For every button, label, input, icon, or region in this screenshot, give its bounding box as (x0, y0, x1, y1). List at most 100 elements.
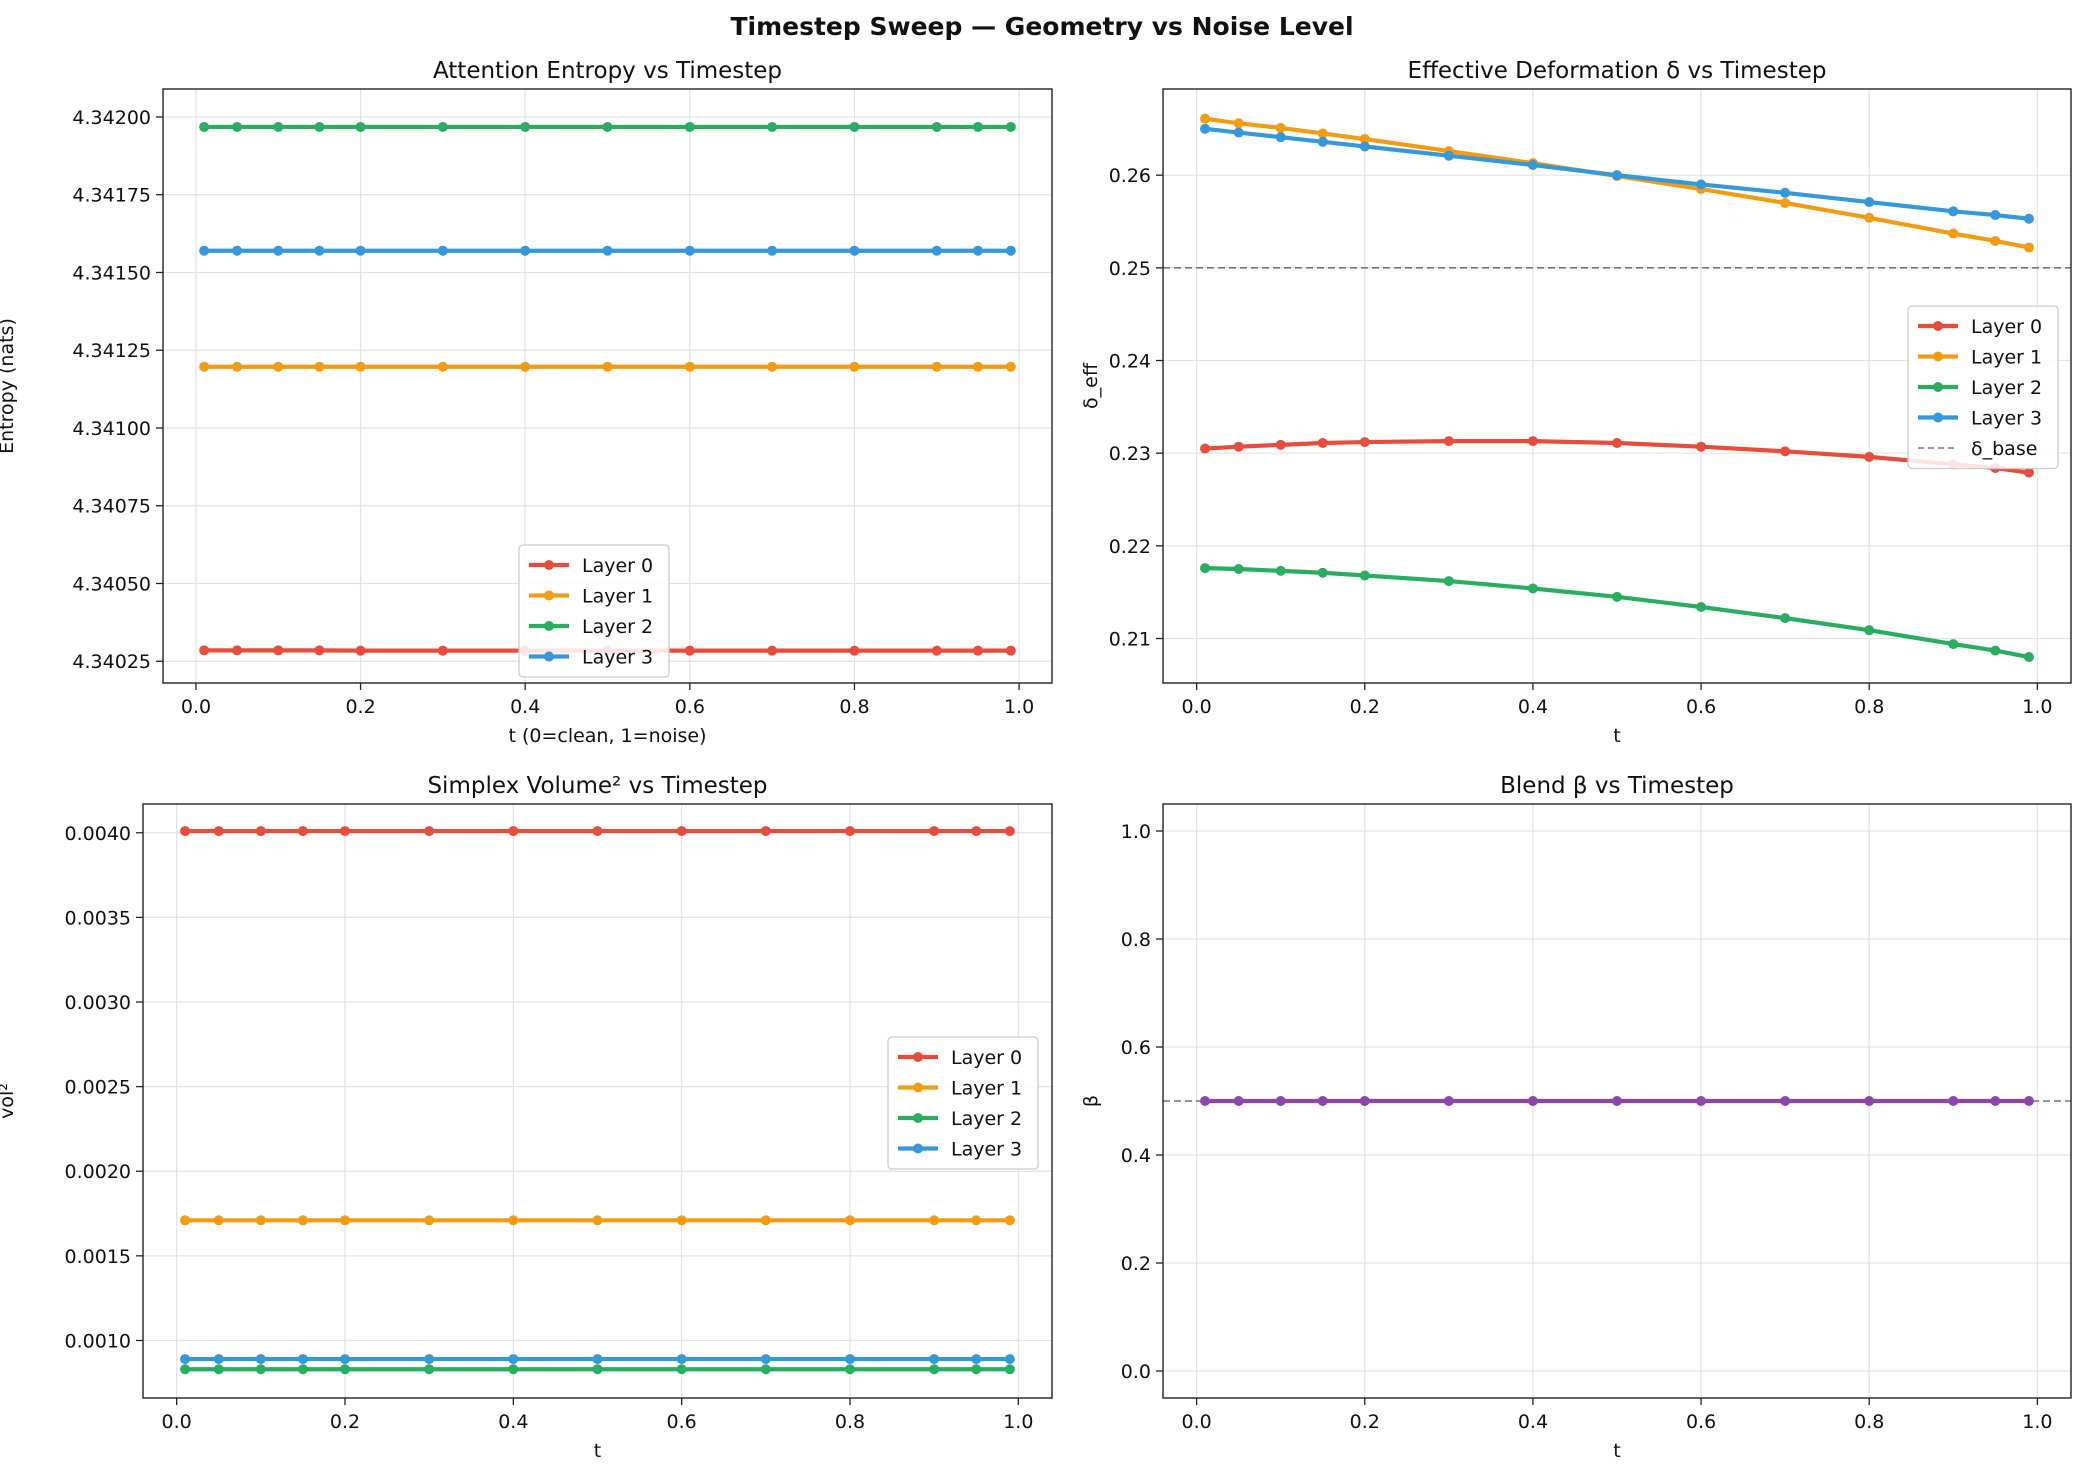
data-point-layer-3 (845, 1354, 855, 1365)
data-point-layer-0 (1359, 437, 1370, 448)
data-point-layer-1 (180, 1215, 191, 1226)
data-point-layer-3 (676, 1354, 687, 1365)
data-point-layer-3 (2023, 213, 2034, 224)
data-point-layer-2 (972, 121, 983, 132)
panel-blend-beta: 0.0 0.2 0.4 0.6 0.8 1.0 0.0 0.2 0.4 0.6 0.8 1.0 Blen… (1080, 773, 2072, 1462)
x-tick-label: 0.4 (498, 1411, 528, 1433)
y-tick-label: 4.34200 (72, 107, 151, 129)
y-tick-label: 4.34125 (72, 340, 151, 362)
x-tick-label: 0.8 (835, 1411, 865, 1433)
x-tick-label: 0.4 (1518, 1411, 1548, 1433)
data-point-layer-0 (1004, 826, 1015, 837)
data-point-layer-2 (2023, 652, 2034, 663)
data-point-layer-2 (314, 121, 325, 132)
data-point-layer-2 (676, 1364, 687, 1375)
legend-marker (913, 1052, 923, 1062)
data-point-layer-0 (213, 826, 224, 837)
data-point-layer-2 (1990, 645, 2001, 656)
y-tick-label: 1.0 (1121, 821, 1151, 843)
data-point-layer-0 (1864, 451, 1875, 462)
data-point-layer-1 (1317, 128, 1328, 139)
y-tick-label: 4.34175 (72, 185, 151, 207)
legend: Layer 0 Layer 1 Layer 2 Layer 3 (518, 544, 670, 678)
y-tick-label: 0.0020 (65, 1161, 131, 1183)
legend-label: Layer 2 (582, 616, 653, 638)
x-tick-label: 1.0 (2022, 696, 2052, 718)
data-point-layer-2 (1005, 121, 1016, 132)
data-point-layer-1 (676, 1215, 687, 1226)
data-point-layer-2 (424, 1364, 435, 1375)
x-tick-label: 0.6 (1686, 696, 1716, 718)
legend-label: Layer 2 (1971, 377, 2042, 399)
data-point-layer-2 (297, 1364, 308, 1375)
data-point-layer-2 (255, 1364, 266, 1375)
x-tick-label: 1.0 (1003, 1411, 1033, 1433)
data-point-series-0 (1696, 1096, 1707, 1106)
data-point-series-0 (1990, 1096, 2001, 1106)
data-point-layer-2 (273, 121, 284, 132)
data-point-layer-1 (1275, 122, 1286, 133)
data-point-series-0 (1200, 1096, 1211, 1106)
y-tick-label: 0.0015 (65, 1246, 131, 1268)
legend-label: Layer 1 (951, 1078, 1022, 1100)
data-point-layer-3 (355, 245, 366, 256)
x-axis-label: t (0=clean, 1=noise) (508, 725, 706, 747)
data-point-layer-1 (340, 1215, 350, 1226)
data-point-series-0 (1443, 1096, 1454, 1106)
data-point-layer-0 (1200, 443, 1211, 454)
y-tick-label: 0.26 (1109, 165, 1151, 187)
data-point-layer-0 (845, 826, 855, 837)
data-point-layer-1 (684, 361, 695, 372)
chart-title: Blend β vs Timestep (1500, 773, 1734, 799)
data-point-layer-0 (297, 826, 308, 837)
y-axis-label: β (1080, 1095, 1102, 1107)
data-point-layer-3 (1005, 245, 1016, 256)
data-point-layer-3 (232, 245, 243, 256)
panel-simplex-volume: 0.0 0.2 0.4 0.6 0.8 1.0 0.0010 0.0015 0.0020 0.00… (0, 773, 1053, 1462)
data-point-layer-2 (760, 1364, 771, 1375)
data-point-series-0 (1948, 1096, 1959, 1106)
data-point-layer-1 (314, 361, 325, 372)
legend-label: Layer 1 (582, 586, 653, 608)
data-point-layer-3 (1948, 206, 1959, 217)
legend-marker (913, 1113, 923, 1123)
data-point-layer-0 (199, 645, 210, 656)
y-tick-label: 0.8 (1121, 929, 1151, 951)
data-point-layer-0 (1317, 437, 1328, 448)
data-point-layer-2 (592, 1364, 603, 1375)
data-point-layer-2 (213, 1364, 224, 1375)
legend-marker (544, 651, 554, 662)
legend-marker (544, 621, 554, 631)
legend-label: Layer 0 (1971, 316, 2042, 338)
data-point-layer-2 (1527, 583, 1538, 594)
data-point-layer-1 (849, 361, 860, 372)
data-point-layer-3 (1780, 187, 1791, 198)
y-tick-label: 0.0 (1121, 1361, 1151, 1383)
series-line-layer-3 (1204, 126, 2030, 221)
axes-frame (1162, 803, 2072, 1399)
data-point-layer-3 (1359, 141, 1370, 152)
y-tick-label: 4.34100 (72, 418, 151, 440)
y-tick-label: 0.4 (1121, 1145, 1151, 1167)
data-point-layer-1 (931, 361, 942, 372)
data-point-layer-2 (1317, 567, 1328, 578)
y-axis-label: vol² (0, 1083, 18, 1119)
data-point-layer-0 (437, 645, 448, 656)
data-point-layer-2 (929, 1364, 940, 1375)
data-point-layer-1 (845, 1215, 855, 1226)
x-tick-label: 0.6 (1686, 1411, 1716, 1433)
data-point-layer-3 (1527, 159, 1538, 170)
data-point-layer-3 (1004, 1354, 1015, 1365)
data-point-layer-1 (1359, 134, 1370, 145)
data-point-layer-0 (424, 826, 435, 837)
data-point-layer-1 (297, 1215, 308, 1226)
data-point-layer-3 (760, 1354, 771, 1365)
data-point-layer-3 (592, 1354, 603, 1365)
data-point-series-0 (1527, 1096, 1538, 1106)
x-tick-label: 0.4 (1518, 696, 1548, 718)
data-point-layer-3 (929, 1354, 940, 1365)
data-point-layer-0 (929, 826, 940, 837)
data-point-layer-0 (314, 645, 325, 656)
data-point-layer-3 (424, 1354, 435, 1365)
